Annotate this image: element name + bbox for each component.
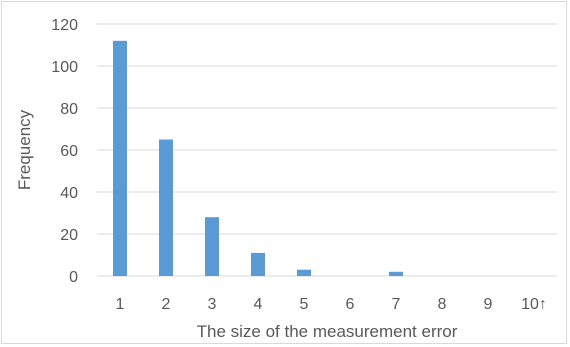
bar	[251, 252, 265, 276]
bar	[389, 271, 403, 276]
bar	[297, 269, 311, 276]
x-tick-label: 9	[484, 296, 493, 313]
y-tick-label: 120	[51, 17, 78, 34]
y-tick-label: 60	[60, 143, 78, 160]
y-tick-label: 20	[60, 227, 78, 244]
x-tick-label: 8	[438, 296, 447, 313]
x-tick-label: 1	[116, 296, 125, 313]
x-tick-label: 6	[346, 296, 355, 313]
bars	[113, 40, 403, 276]
y-tick-label: 80	[60, 101, 78, 118]
x-tick-label: 10↑	[521, 296, 547, 313]
x-tick-label: 3	[208, 296, 217, 313]
x-tick-label: 7	[392, 296, 401, 313]
y-axis-title: Frequency	[15, 109, 34, 190]
x-axis-title: The size of the measurement error	[197, 322, 458, 341]
y-tick-labels: 0 20 40 60 80 100 120	[51, 17, 78, 286]
bar	[159, 139, 173, 276]
x-tick-label: 4	[254, 296, 263, 313]
x-tick-label: 2	[162, 296, 171, 313]
bar	[113, 40, 127, 276]
y-tick-label: 0	[69, 269, 78, 286]
y-tick-label: 40	[60, 185, 78, 202]
y-tick-label: 100	[51, 59, 78, 76]
gridlines	[97, 23, 557, 277]
x-tick-labels: 1 2 3 4 5 6 7 8 9 10↑	[116, 296, 547, 313]
x-tick-label: 5	[300, 296, 309, 313]
bar	[205, 217, 219, 276]
